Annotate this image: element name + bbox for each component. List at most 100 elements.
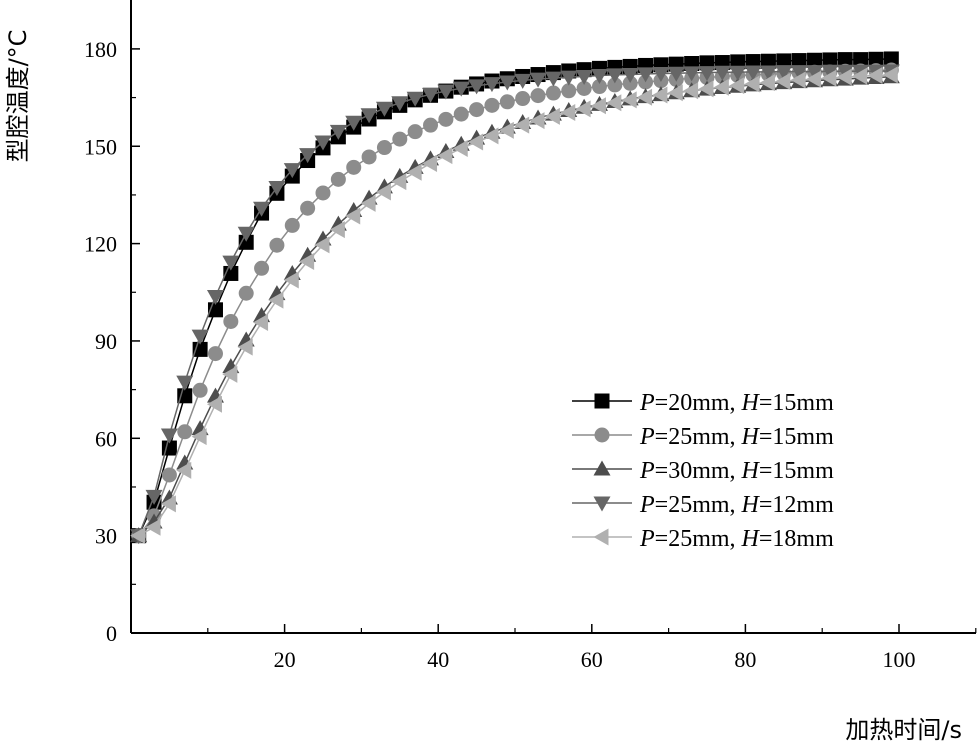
data-point (300, 200, 316, 216)
data-point (161, 467, 177, 483)
plot-area: 20 40 60 80 100 0 30 60 90 120 150 180 (84, 0, 977, 672)
data-point (790, 65, 808, 81)
data-point (683, 82, 699, 100)
data-point (729, 77, 745, 95)
y-tick-label: 0 (106, 621, 117, 646)
data-point (330, 171, 346, 187)
data-point (530, 88, 546, 104)
data-point (853, 52, 869, 68)
data-point (468, 79, 486, 95)
data-point (375, 101, 393, 117)
data-point (836, 68, 852, 86)
x-axis-label: 加热时间/s (845, 716, 962, 744)
data-point (160, 428, 178, 444)
data-point (529, 72, 547, 88)
data-point (177, 424, 193, 440)
data-point (544, 71, 562, 87)
data-point (177, 388, 193, 404)
legend-label-part: H (741, 526, 761, 552)
series-1 (131, 51, 899, 544)
data-point (145, 489, 163, 505)
data-point (837, 52, 853, 68)
legend-label: P=20mm, H=15mm (639, 390, 834, 416)
data-point (222, 365, 238, 383)
y-tick-label: 150 (84, 134, 117, 159)
data-point (606, 68, 624, 84)
data-point (882, 66, 898, 84)
data-point (237, 226, 255, 242)
data-point (329, 124, 347, 140)
y-axis-ticks: 0 30 60 90 120 150 180 (84, 37, 140, 646)
data-point (437, 147, 453, 165)
data-point (591, 79, 607, 95)
legend-label-part: P (639, 424, 655, 450)
data-point (514, 116, 530, 134)
data-point (698, 80, 714, 98)
data-point (807, 52, 823, 68)
data-point (207, 346, 223, 362)
x-tick-label: 100 (883, 647, 916, 672)
data-point (268, 180, 286, 196)
data-point (883, 51, 899, 67)
legend-label-part: =25mm, (655, 492, 742, 518)
series-4 (130, 64, 900, 545)
data-point (469, 102, 485, 118)
data-point (361, 149, 377, 165)
data-point (484, 97, 500, 113)
data-point (406, 91, 424, 107)
data-point (345, 207, 361, 225)
data-point (529, 112, 545, 130)
data-point (622, 75, 638, 91)
legend-label-part: H (741, 492, 761, 518)
data-point (606, 94, 622, 112)
y-tick-label: 120 (84, 232, 117, 257)
data-point (759, 65, 777, 81)
legend-label-part: =15mm (759, 458, 834, 484)
legend-label: P=25mm, H=15mm (639, 424, 834, 450)
data-point (791, 53, 807, 69)
data-point (760, 53, 776, 69)
data-point (283, 271, 299, 289)
legend-marker (594, 427, 610, 443)
data-point (192, 382, 208, 398)
y-tick-label: 30 (95, 524, 117, 549)
data-point (315, 185, 331, 201)
data-point (376, 140, 392, 156)
legend-label-part: =30mm, (655, 458, 742, 484)
data-point (667, 66, 685, 82)
data-point (253, 201, 271, 217)
data-point (406, 163, 422, 181)
x-tick-label: 60 (581, 647, 603, 672)
data-point (744, 65, 762, 81)
data-point (407, 124, 423, 140)
data-point (590, 97, 606, 115)
data-point (206, 395, 222, 413)
x-tick-label: 40 (427, 647, 449, 672)
data-point (652, 67, 670, 83)
data-point (391, 96, 409, 112)
data-point (160, 495, 176, 513)
legend-label-part: H (741, 424, 761, 450)
data-point (867, 67, 883, 85)
legend-label-part: P (639, 458, 655, 484)
data-point (713, 78, 729, 96)
data-point (437, 84, 455, 100)
data-point (852, 67, 868, 85)
legend-item: P=25mm, H=15mm (572, 424, 834, 450)
data-point (329, 221, 345, 239)
data-point (621, 91, 637, 109)
data-point (868, 51, 884, 67)
data-point (498, 75, 516, 91)
legend-label-part: =20mm, (655, 390, 742, 416)
x-axis-ticks: 20 40 60 80 100 (207, 624, 977, 672)
legend-marker (593, 528, 609, 546)
data-point (637, 67, 655, 83)
series-5 (130, 66, 898, 545)
data-point (346, 159, 362, 175)
data-point (145, 518, 161, 536)
data-point (299, 148, 317, 164)
data-point (821, 64, 839, 80)
data-point (238, 285, 254, 301)
data-point (836, 64, 854, 80)
